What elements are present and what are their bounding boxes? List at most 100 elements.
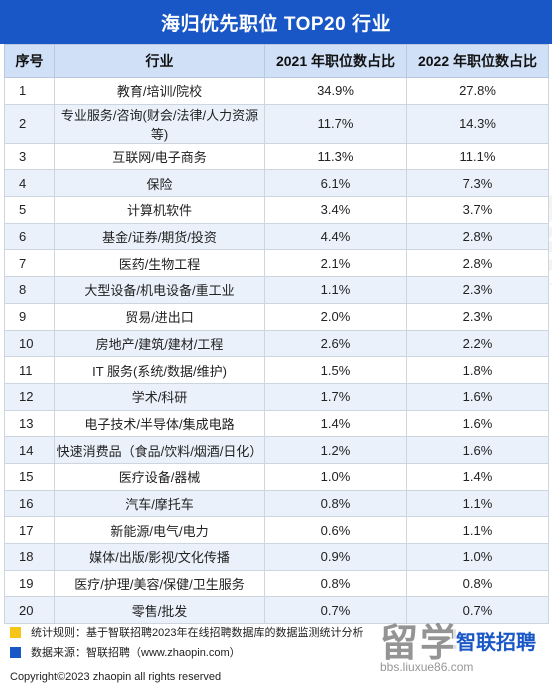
cell-2021: 0.9%	[264, 543, 407, 571]
cell-2022: 7.3%	[406, 169, 549, 198]
table-row: 17 新能源/电气/电力 0.6% 1.1%	[4, 516, 549, 544]
table-row: 4 保险 6.1% 7.3%	[4, 169, 549, 198]
cell-industry: 专业服务/咨询(财会/法律/人力资源等)	[54, 103, 265, 144]
cell-2022: 2.8%	[406, 249, 549, 278]
cell-2021: 2.0%	[264, 302, 407, 331]
cell-2022: 1.6%	[406, 409, 549, 438]
cell-2022: 0.7%	[406, 596, 549, 625]
cell-2021: 3.4%	[264, 196, 407, 224]
cell-industry: 快速消费品（食品/饮料/烟酒/日化）	[54, 436, 265, 464]
header-2022: 2022 年职位数占比	[406, 44, 549, 78]
cell-2021: 4.4%	[264, 222, 407, 251]
table-row: 10 房地产/建筑/建材/工程 2.6% 2.2%	[4, 329, 549, 358]
cell-industry: 汽车/摩托车	[54, 489, 265, 518]
cell-2021: 11.7%	[264, 103, 407, 144]
cell-2022: 1.6%	[406, 382, 549, 411]
cell-rank: 6	[4, 222, 55, 251]
yellow-square-icon	[10, 626, 21, 638]
table-row: 3 互联网/电子商务 11.3% 11.1%	[4, 142, 549, 171]
cell-2022: 1.4%	[406, 462, 549, 491]
cell-rank: 4	[4, 169, 55, 198]
cell-2021: 1.7%	[264, 382, 407, 411]
cell-rank: 12	[4, 382, 55, 411]
cell-industry: IT 服务(系统/数据/维护)	[54, 356, 265, 384]
table-row: 5 计算机软件 3.4% 3.7%	[4, 196, 549, 224]
cell-industry: 零售/批发	[54, 596, 265, 625]
cell-rank: 17	[4, 516, 55, 544]
cell-rank: 5	[4, 196, 55, 224]
cell-2022: 14.3%	[406, 103, 549, 144]
note-rule-text: 统计规则：基于智联招聘2023年在线招聘数据库的数据监测统计分析	[31, 627, 364, 639]
cell-industry: 房地产/建筑/建材/工程	[54, 329, 265, 358]
table-body: 1 教育/培训/院校 34.9% 27.8% 2 专业服务/咨询(财会/法律/人力资源等)…	[4, 77, 549, 625]
header-2021: 2021 年职位数占比	[264, 44, 407, 78]
cell-rank: 20	[4, 596, 55, 625]
cell-2021: 34.9%	[264, 77, 407, 105]
cell-2022: 1.0%	[406, 543, 549, 571]
cell-2021: 0.7%	[264, 596, 407, 625]
cell-2022: 0.8%	[406, 569, 549, 598]
cell-industry: 计算机软件	[54, 196, 265, 224]
cell-2022: 1.1%	[406, 489, 549, 518]
cell-industry: 教育/培训/院校	[54, 77, 265, 105]
cell-2021: 2.1%	[264, 249, 407, 278]
table-row: 14 快速消费品（食品/饮料/烟酒/日化） 1.2% 1.6%	[4, 436, 549, 464]
cell-industry: 医疗设备/器械	[54, 462, 265, 491]
table-row: 20 零售/批发 0.7% 0.7%	[4, 596, 549, 625]
cell-rank: 16	[4, 489, 55, 518]
cell-rank: 7	[4, 249, 55, 278]
copyright: Copyright©2023 zhaopin all rights reserv…	[10, 671, 222, 683]
cell-industry: 保险	[54, 169, 265, 198]
cell-2022: 1.6%	[406, 436, 549, 464]
table-row: 6 基金/证券/期货/投资 4.4% 2.8%	[4, 222, 549, 251]
note-rule: 统计规则：基于智联招聘2023年在线招聘数据库的数据监测统计分析	[10, 622, 363, 642]
table-row: 13 电子技术/半导体/集成电路 1.4% 1.6%	[4, 409, 549, 438]
cell-2021: 1.4%	[264, 409, 407, 438]
cell-2021: 0.8%	[264, 489, 407, 518]
table-row: 15 医疗设备/器械 1.0% 1.4%	[4, 462, 549, 491]
cell-2021: 0.8%	[264, 569, 407, 598]
cell-2021: 1.2%	[264, 436, 407, 464]
cell-2021: 1.0%	[264, 462, 407, 491]
cell-industry: 贸易/进出口	[54, 302, 265, 331]
cell-rank: 11	[4, 356, 55, 384]
cell-2022: 1.1%	[406, 516, 549, 544]
cell-2022: 2.2%	[406, 329, 549, 358]
cell-rank: 8	[4, 276, 55, 304]
cell-industry: 互联网/电子商务	[54, 142, 265, 171]
cell-rank: 9	[4, 302, 55, 331]
cell-rank: 15	[4, 462, 55, 491]
cell-rank: 2	[4, 103, 55, 144]
cell-rank: 10	[4, 329, 55, 358]
cell-rank: 14	[4, 436, 55, 464]
table-row: 16 汽车/摩托车 0.8% 1.1%	[4, 489, 549, 518]
cell-2021: 0.6%	[264, 516, 407, 544]
note-source-text: 数据来源：智联招聘（www.zhaopin.com）	[31, 647, 241, 659]
cell-industry: 医药/生物工程	[54, 249, 265, 278]
cell-2022: 1.8%	[406, 356, 549, 384]
table-row: 9 贸易/进出口 2.0% 2.3%	[4, 302, 549, 331]
cell-2021: 2.6%	[264, 329, 407, 358]
cell-2022: 2.3%	[406, 276, 549, 304]
cell-2021: 1.5%	[264, 356, 407, 384]
cell-2021: 6.1%	[264, 169, 407, 198]
notes: 统计规则：基于智联招聘2023年在线招聘数据库的数据监测统计分析 数据来源：智联…	[10, 622, 363, 662]
header-industry: 行业	[54, 44, 265, 78]
header-row: 序号 行业 2021 年职位数占比 2022 年职位数占比	[4, 44, 549, 78]
table-row: 18 媒体/出版/影视/文化传播 0.9% 1.0%	[4, 543, 549, 571]
cell-2022: 11.1%	[406, 142, 549, 171]
table-row: 7 医药/生物工程 2.1% 2.8%	[4, 249, 549, 278]
cell-2021: 1.1%	[264, 276, 407, 304]
cell-2022: 2.3%	[406, 302, 549, 331]
table-row: 1 教育/培训/院校 34.9% 27.8%	[4, 77, 549, 105]
cell-industry: 新能源/电气/电力	[54, 516, 265, 544]
note-source: 数据来源：智联招聘（www.zhaopin.com）	[10, 642, 363, 662]
table-row: 8 大型设备/机电设备/重工业 1.1% 2.3%	[4, 276, 549, 304]
cell-industry: 媒体/出版/影视/文化传播	[54, 543, 265, 571]
header-rank: 序号	[4, 44, 55, 78]
cell-rank: 3	[4, 142, 55, 171]
cell-industry: 医疗/护理/美容/保健/卫生服务	[54, 569, 265, 598]
cell-2022: 27.8%	[406, 77, 549, 105]
cell-2022: 2.8%	[406, 222, 549, 251]
cell-industry: 电子技术/半导体/集成电路	[54, 409, 265, 438]
